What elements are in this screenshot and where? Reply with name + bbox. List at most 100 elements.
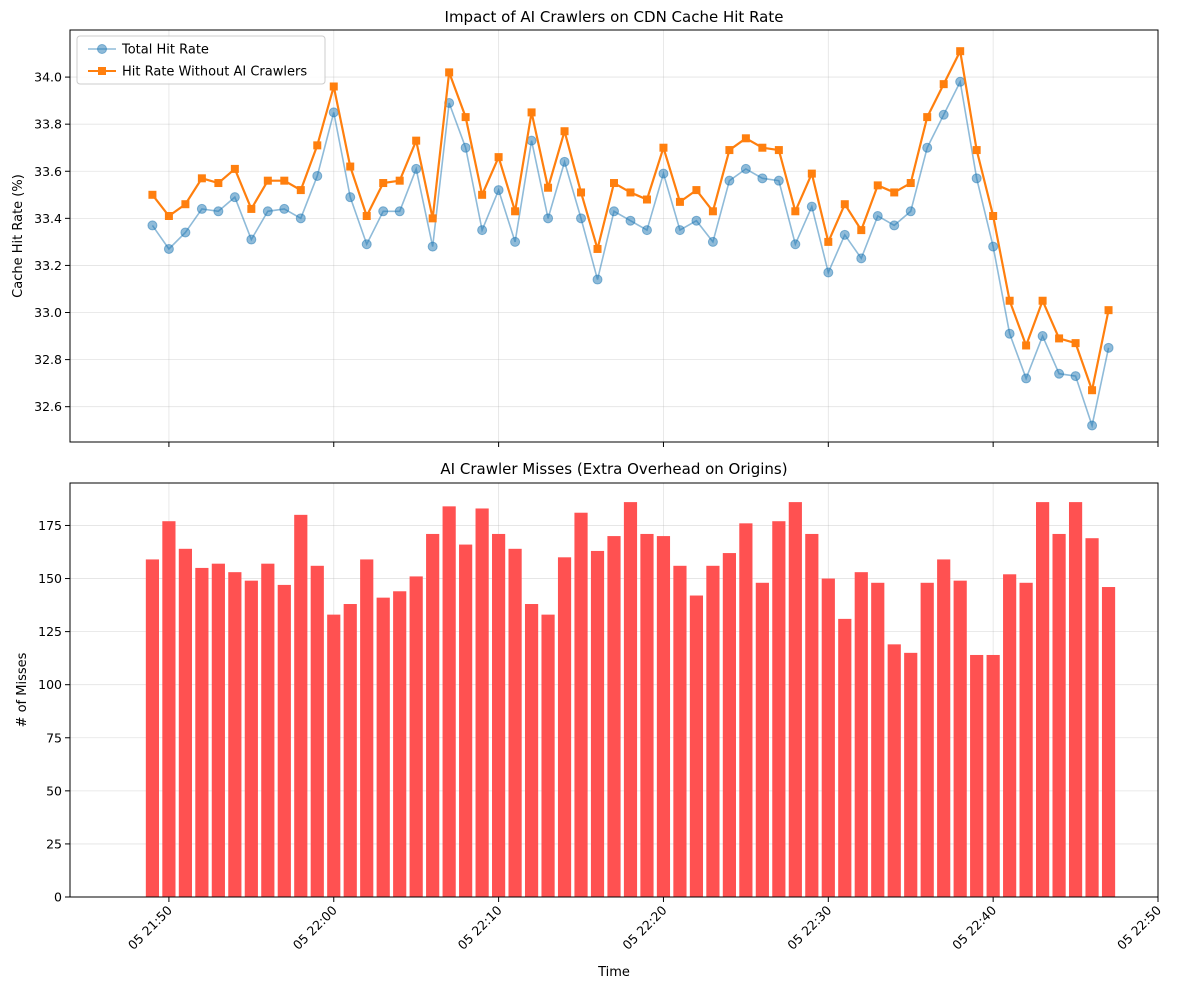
miss-bar xyxy=(541,614,555,897)
chart1-ytick-label: 33.6 xyxy=(34,164,62,179)
without-ai-point xyxy=(544,183,553,192)
total-hit-rate-point xyxy=(922,142,933,153)
without-ai-point xyxy=(906,179,915,188)
miss-bar xyxy=(607,536,621,897)
without-ai-point xyxy=(527,108,536,117)
miss-bar xyxy=(871,582,885,897)
total-hit-rate-point xyxy=(411,163,422,174)
chart1-series xyxy=(147,47,1114,431)
without-ai-point xyxy=(593,244,602,253)
miss-bar xyxy=(623,502,638,897)
chart1-title: Impact of AI Crawlers on CDN Cache Hit R… xyxy=(445,8,784,26)
miss-bar xyxy=(178,548,192,897)
without-ai-point xyxy=(659,143,668,152)
total-hit-rate-point xyxy=(955,76,966,87)
total-hit-rate-point xyxy=(592,274,603,285)
miss-bar xyxy=(524,604,539,897)
miss-bar xyxy=(656,536,671,897)
chart2-ytick-label: 0 xyxy=(54,890,62,905)
legend-without-label: Hit Rate Without AI Crawlers xyxy=(122,65,307,80)
miss-bar xyxy=(310,565,324,897)
without-ai-point xyxy=(148,190,157,199)
total-hit-rate-point xyxy=(196,203,207,214)
without-ai-point xyxy=(1104,306,1113,315)
without-ai-point xyxy=(989,211,998,220)
miss-bar xyxy=(1052,533,1066,897)
total-hit-rate-point xyxy=(691,215,702,226)
total-hit-rate-point xyxy=(889,220,900,231)
without-ai-point xyxy=(412,136,421,145)
miss-bar xyxy=(755,582,769,897)
miss-bar xyxy=(211,563,225,897)
without-ai-point xyxy=(923,113,932,122)
total-hit-rate-point xyxy=(576,213,587,224)
miss-bar xyxy=(640,533,654,897)
miss-bar xyxy=(261,563,275,897)
chart2-ytick-label: 150 xyxy=(38,571,62,586)
without-ai-point xyxy=(1071,339,1080,348)
total-hit-rate-point xyxy=(394,206,405,217)
without-ai-point xyxy=(346,162,355,171)
chart2-xtick-label: 05 22:00 xyxy=(290,902,340,952)
without-ai-point xyxy=(560,127,569,136)
total-hit-rate-point xyxy=(905,206,916,217)
chart1-ylabel: Cache Hit Rate (%) xyxy=(11,174,26,298)
total-hit-rate-point xyxy=(839,229,850,240)
miss-bar xyxy=(788,502,802,897)
miss-bar xyxy=(228,572,242,897)
bar-chart: AI Crawler Misses (Extra Overhead on Ori… xyxy=(15,460,1164,980)
legend-total-label: Total Hit Rate xyxy=(121,43,209,58)
without-ai-point xyxy=(494,153,503,162)
total-hit-rate-point xyxy=(361,239,372,250)
total-hit-rate-point xyxy=(674,225,685,236)
without-ai-point xyxy=(164,211,173,220)
without-ai-point xyxy=(1038,296,1047,305)
without-ai-point xyxy=(774,146,783,155)
miss-bar xyxy=(904,652,918,897)
miss-bar xyxy=(376,597,390,897)
without-ai-point xyxy=(313,141,322,150)
without-ai-point xyxy=(247,204,256,213)
total-hit-rate-point xyxy=(823,267,834,278)
total-hit-rate-point xyxy=(246,234,257,245)
total-hit-rate-point xyxy=(328,107,339,118)
miss-bar xyxy=(508,548,522,897)
without-ai-point xyxy=(214,179,223,188)
miss-bar xyxy=(722,553,736,897)
miss-bar xyxy=(1019,582,1033,897)
total-hit-rate-point xyxy=(707,236,718,247)
line-chart: Impact of AI Crawlers on CDN Cache Hit R… xyxy=(11,8,1159,447)
total-hit-rate-point xyxy=(806,201,817,212)
miss-bar xyxy=(1101,587,1116,897)
miss-bar xyxy=(838,618,852,897)
miss-bar xyxy=(360,559,374,897)
total-hit-rate-point xyxy=(625,215,636,226)
without-ai-point xyxy=(461,113,470,122)
without-ai-point xyxy=(1022,341,1031,350)
total-hit-rate-point xyxy=(1037,331,1048,342)
miss-bar xyxy=(244,580,258,897)
miss-bar xyxy=(986,654,1000,897)
miss-bar xyxy=(689,595,704,897)
without-ai-point xyxy=(379,179,388,188)
legend-box xyxy=(76,35,326,85)
chart2-ytick-label: 125 xyxy=(38,624,62,639)
total-hit-rate-point xyxy=(1004,328,1015,339)
without-ai-point xyxy=(197,174,206,183)
miss-bar xyxy=(805,533,819,897)
total-hit-rate-point xyxy=(724,175,735,186)
miss-bar xyxy=(459,544,473,897)
without-ai-point xyxy=(362,211,371,220)
miss-bar xyxy=(937,559,951,897)
total-hit-rate-point xyxy=(427,241,438,252)
without-ai-point xyxy=(577,188,586,197)
total-hit-rate-point xyxy=(279,203,290,214)
miss-bar xyxy=(970,654,984,897)
total-hit-rate-point xyxy=(262,206,273,217)
legend-total-marker xyxy=(97,44,107,54)
miss-bar xyxy=(475,508,489,897)
without-ai-point xyxy=(230,164,239,173)
miss-bar xyxy=(673,565,687,897)
miss-bar xyxy=(953,580,967,897)
